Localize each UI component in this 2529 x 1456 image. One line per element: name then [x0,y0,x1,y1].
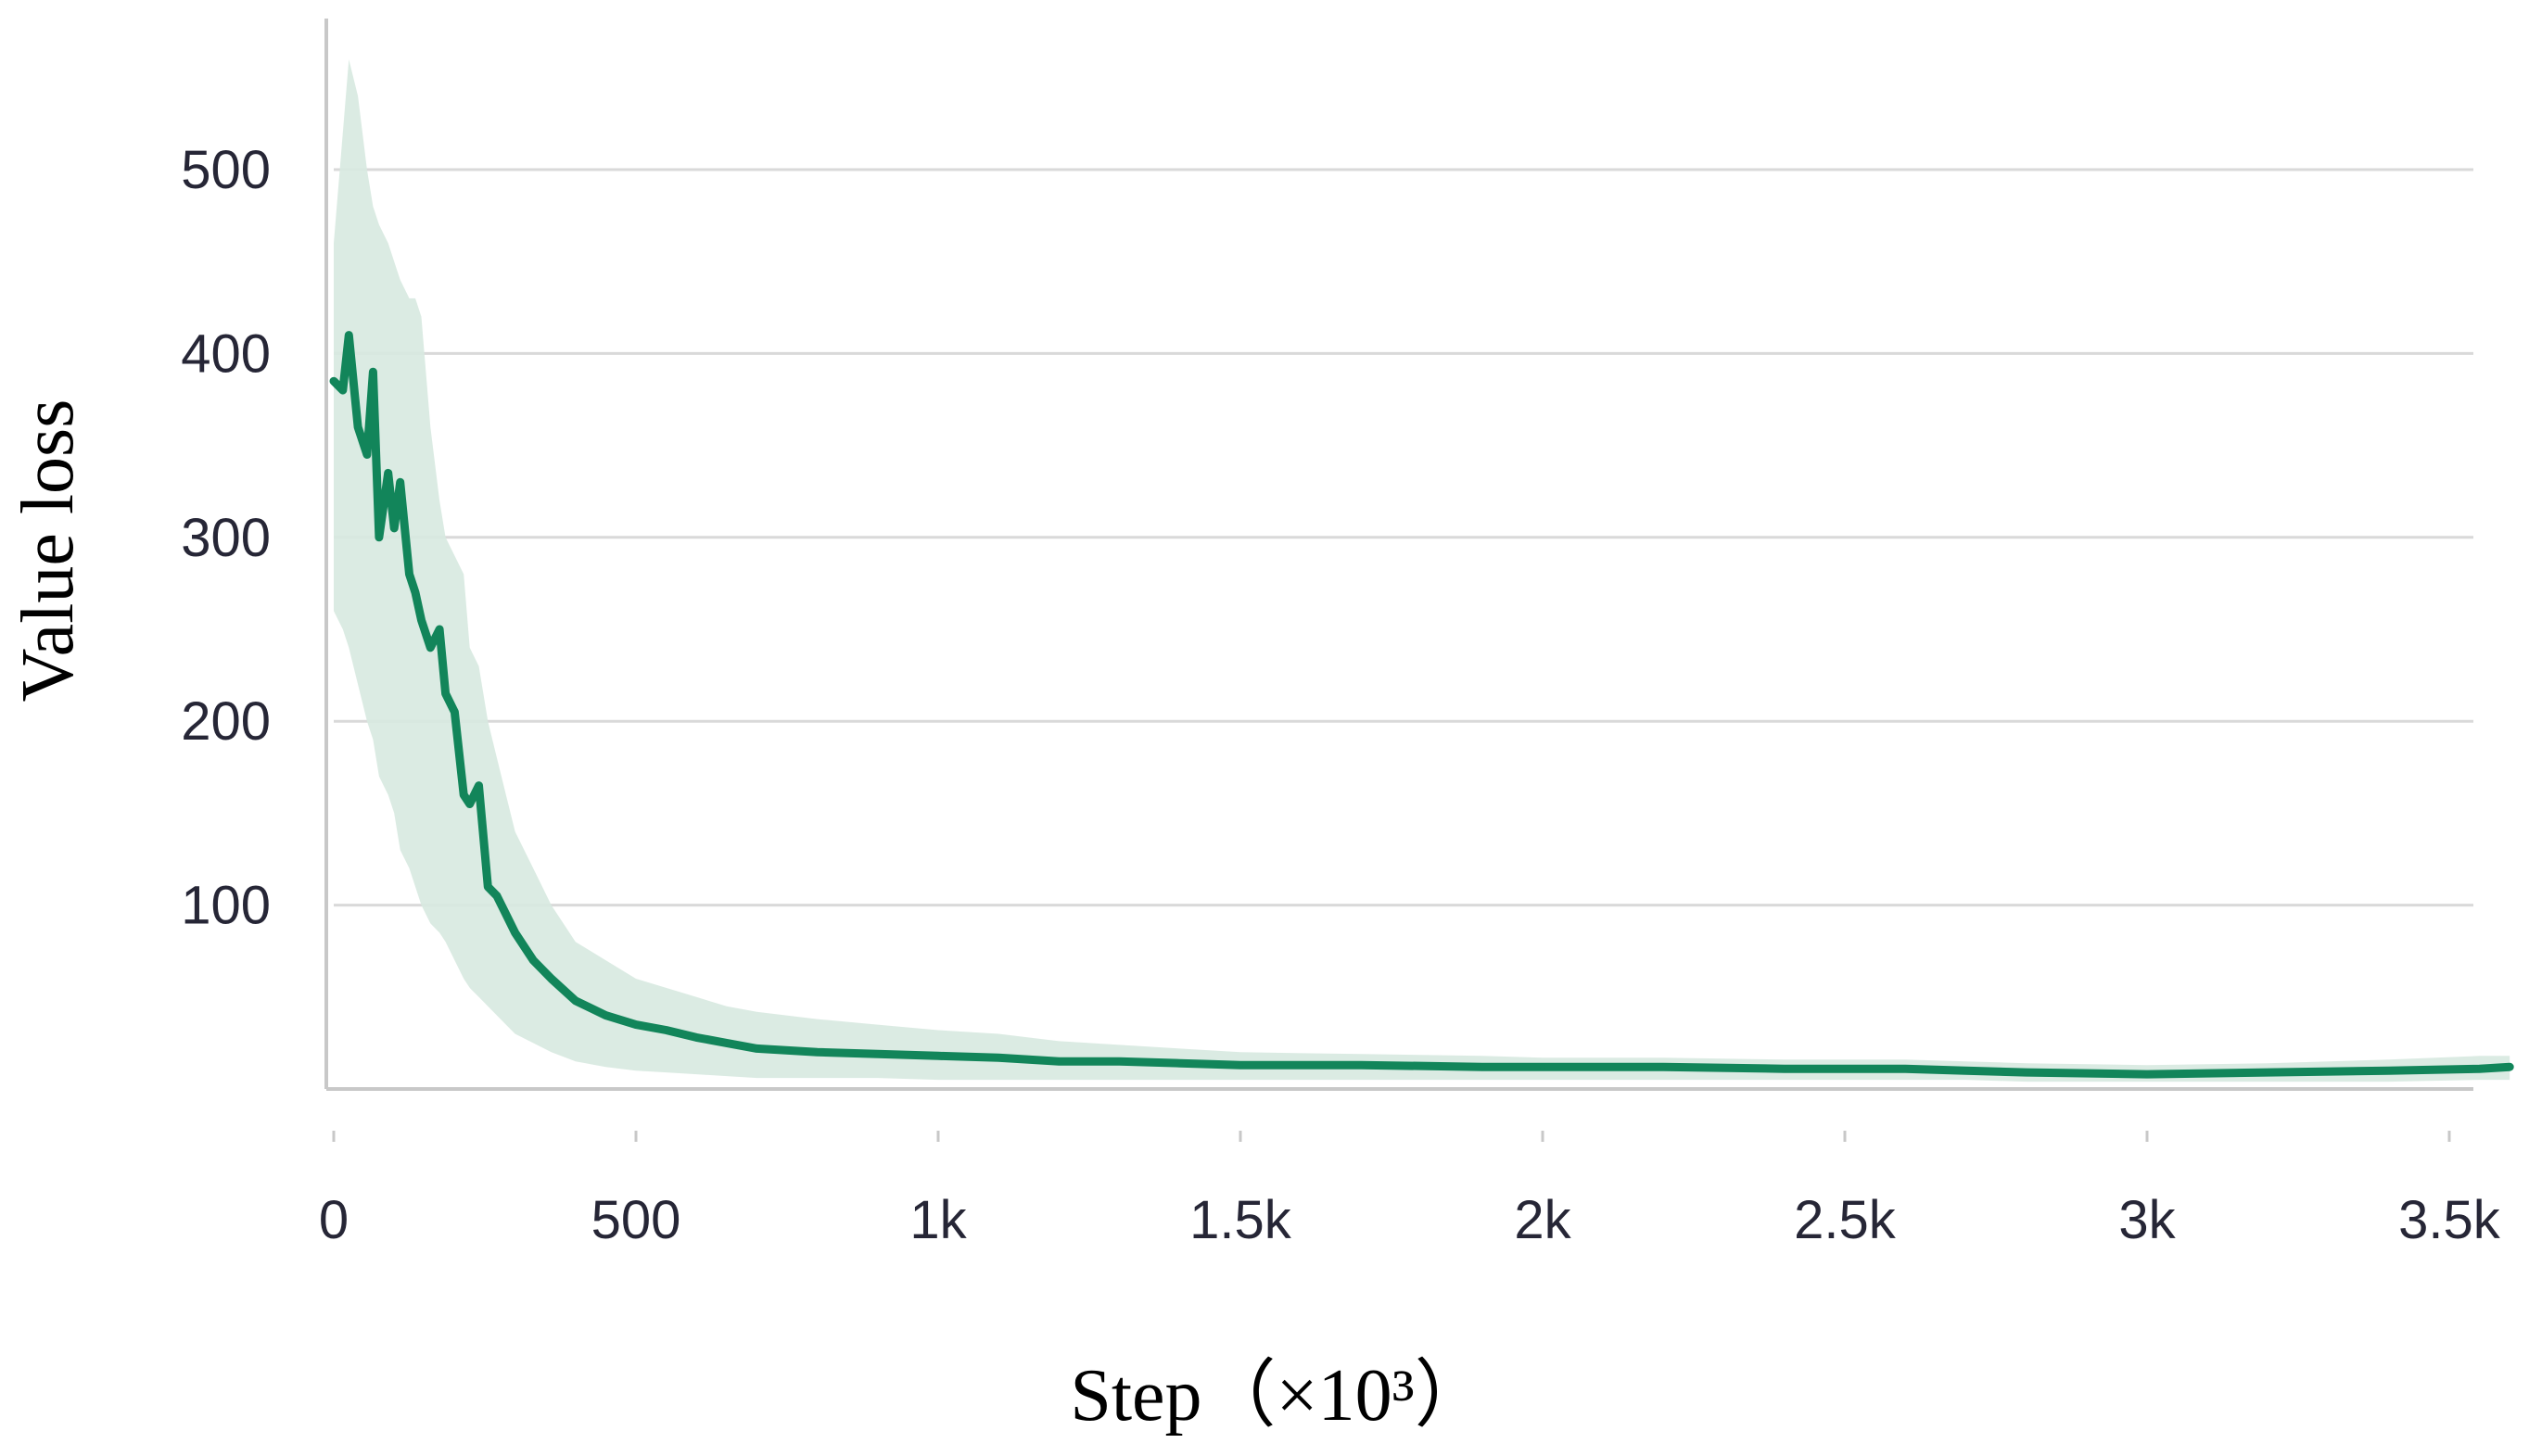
data-point [355,424,362,430]
data-point [512,930,518,936]
x-tick-label: 0 [319,1190,349,1250]
x-tick-labels: 0 500 1k 1.5k 2k 2.5k 3k 3.5k [319,1131,2501,1250]
data-point [1056,1058,1062,1065]
data-point [466,801,473,807]
data-point [1902,1066,1909,1072]
y-tick-label: 200 [181,691,271,752]
data-point [476,782,482,789]
y-tick-labels: 100 200 300 400 500 [181,140,271,936]
data-point [693,1034,700,1041]
variance-band [334,59,2510,1083]
data-point [603,1012,609,1019]
data-point [723,1040,730,1046]
y-tick-label: 100 [181,876,271,936]
data-point [437,627,443,632]
data-point [502,911,509,918]
data-point [2476,1066,2483,1072]
data-point [530,957,537,964]
data-point [548,976,554,981]
data-point [874,1051,881,1057]
data-point [331,378,337,385]
data-point [1176,1060,1183,1067]
data-point [346,332,352,338]
data-point [1540,1064,1545,1070]
data-point [754,1045,760,1052]
data-point [413,589,418,596]
data-point [2265,1070,2271,1076]
data-point [375,534,382,540]
x-tick-label: 1.5k [1189,1190,1292,1250]
data-point [397,479,403,486]
data-point [385,470,391,476]
axes [324,19,2473,1091]
data-point [485,883,491,890]
data-point [339,387,346,394]
data-point [996,1055,1002,1061]
data-point [442,690,449,697]
data-point [461,791,467,798]
data-point [572,997,578,1004]
variance-band-area [334,59,2510,1083]
data-point [2507,1064,2513,1070]
data-point [633,1021,639,1028]
x-tick-label: 2k [1514,1190,1571,1250]
data-point [1358,1062,1365,1069]
data-point [418,617,425,624]
data-point [814,1049,820,1056]
y-tick-label: 500 [181,140,271,200]
data-point [363,451,370,458]
data-point [1479,1064,1485,1070]
data-point [2385,1068,2392,1074]
data-point [935,1053,941,1059]
gridlines [334,168,2473,907]
loss-line [329,331,2514,1079]
data-point [494,893,500,899]
data-point [427,644,434,651]
x-axis-title: Step（×10³） [1070,1355,1488,1437]
y-tick-label: 300 [181,508,271,568]
data-point [1781,1066,1787,1072]
x-tick-label: 3k [2118,1190,2176,1250]
x-tick-label: 2.5k [1794,1190,1897,1250]
x-tick-label: 500 [591,1190,681,1250]
x-tick-label: 3.5k [2398,1190,2501,1250]
data-point [1660,1064,1667,1070]
data-point [2144,1071,2150,1078]
x-tick-label: 1k [909,1190,967,1250]
data-point [2023,1070,2029,1076]
data-point [663,1027,669,1033]
y-axis-title: Value loss [7,399,89,703]
data-point [451,709,458,715]
data-point [406,571,413,577]
data-point [391,525,398,531]
loss-series [329,331,2514,1079]
data-point [1238,1062,1243,1069]
y-tick-label: 400 [181,323,271,384]
data-point [370,369,376,375]
data-point [1963,1068,1969,1074]
data-point [1116,1058,1123,1065]
